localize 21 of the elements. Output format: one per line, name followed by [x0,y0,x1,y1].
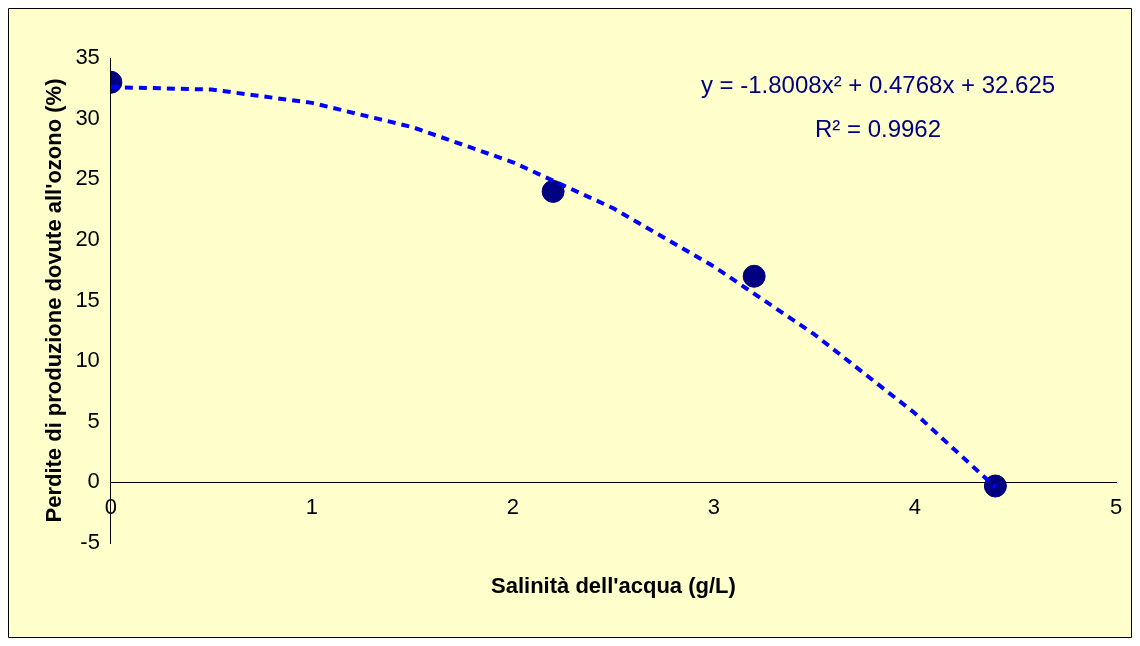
y-tick-label: 5 [87,407,100,433]
y-tick-label: 25 [75,165,100,191]
x-tick-label: 3 [707,493,721,519]
y-tick-label: 0 [87,468,100,494]
y-tick-label: 30 [75,104,100,130]
point [541,179,565,203]
point [742,264,766,288]
x-axis-title: Salinità dell'acqua (g/L) [491,573,736,598]
x-tick-label: 5 [1109,493,1123,519]
y-tick-label: -5 [80,529,100,555]
y-tick-label: 20 [75,225,100,251]
y-axis-title: Perdite di produzione dovute all'ozono (%) [41,78,67,523]
x-tick-label: 2 [506,493,520,519]
point [983,474,1007,498]
y-tick-label: 35 [75,44,100,70]
y-tick-label: 15 [75,286,100,312]
annotation: y = -1.8008x² + 0.4768x + 32.625 [700,71,1056,98]
x-tick-label: 1 [305,493,319,519]
annotation: R² = 0.9962 [814,115,942,142]
x-tick-label: 4 [908,493,922,519]
y-tick-label: 10 [75,347,100,373]
